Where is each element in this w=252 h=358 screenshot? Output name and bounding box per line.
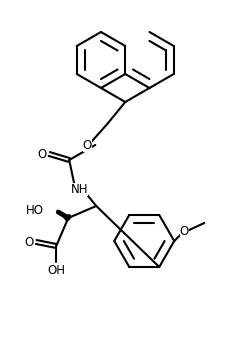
- Text: NH: NH: [71, 183, 88, 195]
- Text: HO: HO: [26, 203, 44, 217]
- Text: O: O: [25, 236, 34, 248]
- Text: O: O: [83, 139, 92, 151]
- Text: OH: OH: [47, 263, 65, 276]
- Text: O: O: [38, 147, 47, 160]
- Text: O: O: [180, 224, 189, 237]
